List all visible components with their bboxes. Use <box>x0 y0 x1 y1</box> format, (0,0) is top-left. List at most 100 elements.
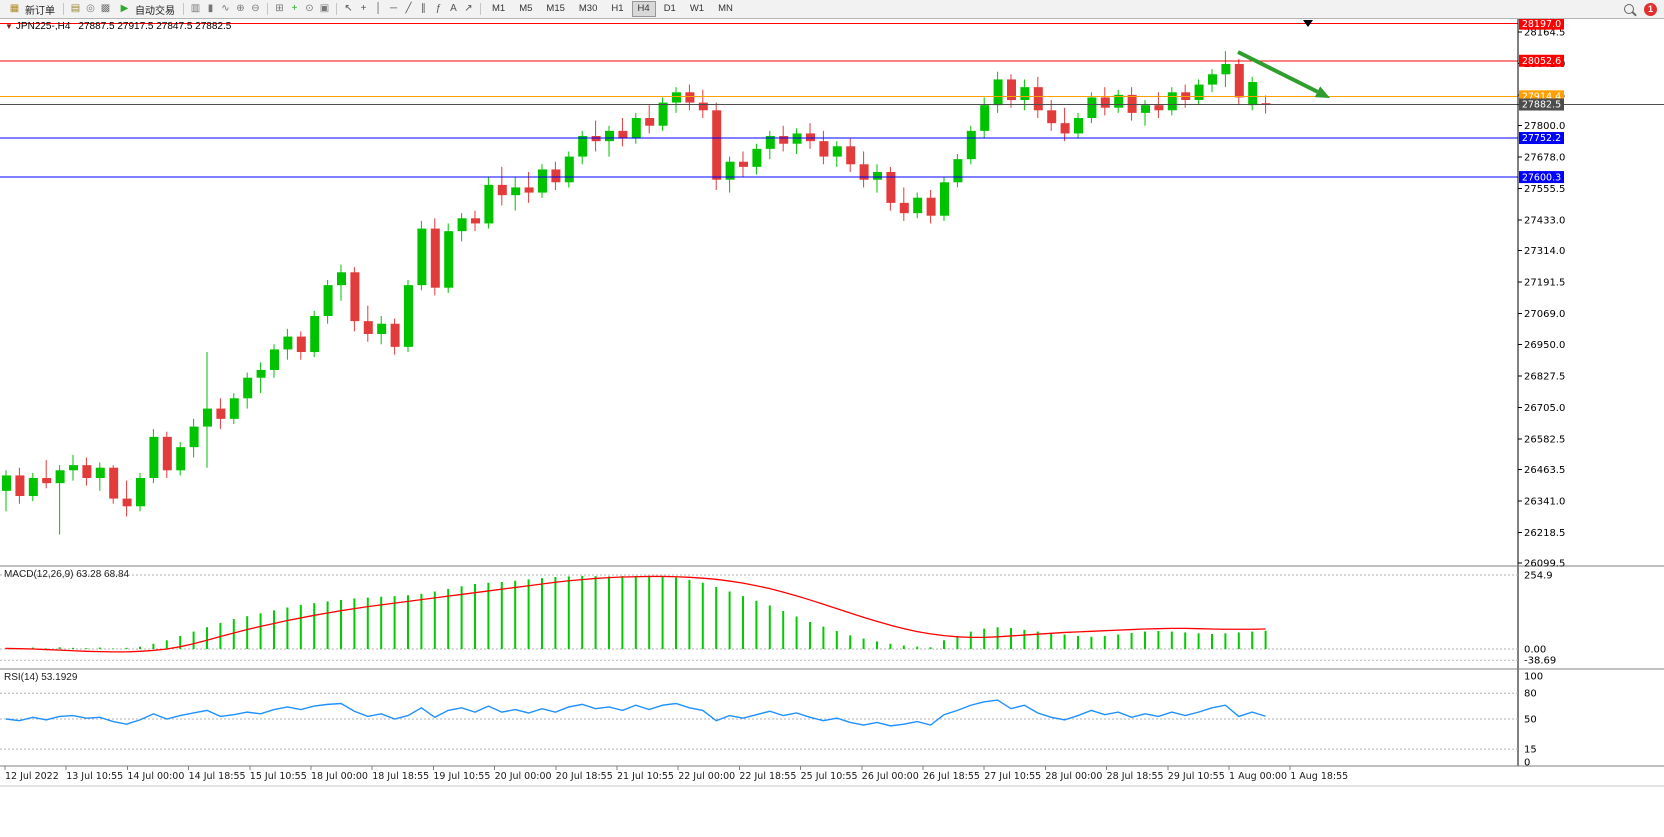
rsi-axis-label: 15 <box>1524 745 1537 756</box>
time-axis-label[interactable]: 25 Jul 10:55 <box>801 771 858 782</box>
crosshair-icon[interactable]: + <box>360 3 367 14</box>
timeframe-button-h1[interactable]: H1 <box>611 3 624 14</box>
candle-body <box>1221 64 1231 75</box>
horizontal-line-icon[interactable]: ─ <box>389 3 398 14</box>
time-axis-label[interactable]: 29 Jul 10:55 <box>1168 771 1225 782</box>
price-badge-label: 27882.5 <box>1522 100 1561 111</box>
chart-line-icon[interactable]: ∿ <box>221 3 230 14</box>
time-axis-label[interactable]: 18 Jul 00:00 <box>311 771 368 782</box>
arrows-icon[interactable]: ↗ <box>464 3 473 14</box>
time-axis-label[interactable]: 13 Jul 10:55 <box>66 771 123 782</box>
zoom-out-icon[interactable]: ⊖ <box>251 3 260 14</box>
price-tick-label[interactable]: 27678.0 <box>1524 153 1565 164</box>
time-axis-label[interactable]: 12 Jul 2022 <box>5 771 59 782</box>
fibonacci-icon[interactable]: ƒ <box>435 3 442 14</box>
price-tick-label[interactable]: 26218.5 <box>1524 528 1565 539</box>
time-axis-label[interactable]: 22 Jul 18:55 <box>739 771 796 782</box>
candle-body <box>779 136 789 144</box>
price-badge <box>1519 171 1564 184</box>
time-axis-label[interactable]: 14 Jul 18:55 <box>189 771 246 782</box>
tile-windows-icon[interactable]: ⊞ <box>275 3 284 14</box>
time-axis-label[interactable]: 1 Aug 18:55 <box>1290 771 1348 782</box>
chart-bars-icon[interactable]: ▥ <box>190 3 201 14</box>
template-icon[interactable]: ▣ <box>319 3 330 14</box>
macd-signal-line <box>5 575 1266 653</box>
time-axis-label[interactable]: 22 Jul 00:00 <box>678 771 735 782</box>
timeframe-button-mn[interactable]: MN <box>718 3 733 14</box>
price-tick-label[interactable]: 26099.5 <box>1524 558 1565 569</box>
chart-candles-icon[interactable]: ▮ <box>207 3 214 14</box>
price-tick-label[interactable]: 28164.5 <box>1524 28 1565 39</box>
toolbar-group-chart-types: ▥ ▮ ∿ <box>188 1 233 17</box>
trendline-icon[interactable]: ╱ <box>405 3 412 14</box>
time-axis-label[interactable]: 1 Aug 00:00 <box>1229 771 1287 782</box>
price-tick-label[interactable]: 27555.5 <box>1524 184 1565 195</box>
candle-body <box>1127 94 1137 113</box>
price-tick-label[interactable]: 26950.0 <box>1524 340 1565 351</box>
search-icon[interactable] <box>1624 4 1634 14</box>
channel-icon[interactable]: ∥ <box>421 3 426 14</box>
time-axis-label[interactable]: 14 Jul 00:00 <box>127 771 184 782</box>
candle-body <box>149 436 159 479</box>
text-icon[interactable]: A <box>450 3 457 14</box>
time-axis-label[interactable]: 15 Jul 10:55 <box>250 771 307 782</box>
candle-body <box>444 231 454 288</box>
timeframe-button-d1[interactable]: D1 <box>663 3 676 14</box>
price-tick-label[interactable]: 27314.0 <box>1524 246 1565 257</box>
periods-icon[interactable]: ⊙ <box>305 3 314 14</box>
rsi-axis-label: 0 <box>1524 758 1530 769</box>
scripts-icon[interactable]: ▩ <box>100 3 111 14</box>
time-axis-label[interactable]: 28 Jul 18:55 <box>1107 771 1164 782</box>
candle-body <box>698 102 708 111</box>
time-axis-label[interactable]: 28 Jul 00:00 <box>1045 771 1102 782</box>
one-click-trading-arrow-icon[interactable]: ▼ <box>5 22 13 31</box>
price-tick-label[interactable]: 27433.0 <box>1524 216 1565 227</box>
trend-arrow-annotation[interactable] <box>1237 50 1319 94</box>
alerts-icon[interactable]: ◎ <box>86 3 95 14</box>
price-tick-label[interactable]: 26463.5 <box>1524 465 1565 476</box>
time-axis-label[interactable]: 21 Jul 10:55 <box>617 771 674 782</box>
price-tick-label[interactable]: 27191.5 <box>1524 278 1565 289</box>
price-tick-label[interactable]: 26582.5 <box>1524 434 1565 445</box>
candle-body <box>1261 103 1271 105</box>
candle-body <box>109 467 119 499</box>
zoom-in-icon[interactable]: ⊕ <box>236 3 245 14</box>
time-axis-label[interactable]: 18 Jul 18:55 <box>372 771 429 782</box>
price-tick-label[interactable]: 26705.0 <box>1524 403 1565 414</box>
time-axis-label[interactable]: 20 Jul 00:00 <box>495 771 552 782</box>
notification-badge[interactable]: 1 <box>1644 2 1657 16</box>
timeframe-button-m30[interactable]: M30 <box>578 3 598 14</box>
autotrading-button[interactable]: ▶ 自动交易 <box>113 1 179 17</box>
market-watch-icon[interactable]: ▤ <box>70 3 81 14</box>
candle-body <box>605 130 614 142</box>
cursor-icon[interactable]: ↖ <box>344 3 353 14</box>
candle-body <box>42 478 52 484</box>
timeframe-button-m5[interactable]: M5 <box>519 3 533 14</box>
chart-shift-marker-icon[interactable] <box>1303 20 1313 27</box>
rsi-indicator-label: RSI(14) 53.1929 <box>4 672 78 683</box>
timeframe-button-m15[interactable]: M15 <box>546 3 565 14</box>
price-tick-label[interactable]: 27800.0 <box>1524 121 1565 132</box>
time-axis-label[interactable]: 20 Jul 18:55 <box>556 771 613 782</box>
time-axis-label[interactable]: 27 Jul 10:55 <box>984 771 1041 782</box>
vertical-line-icon[interactable]: │ <box>375 3 382 14</box>
time-axis-label[interactable]: 26 Jul 18:55 <box>923 771 980 782</box>
time-axis-label[interactable]: 26 Jul 00:00 <box>862 771 919 782</box>
price-tick-label[interactable]: 26827.5 <box>1524 371 1565 382</box>
candle-body <box>1100 97 1110 108</box>
timeframe-button-h4[interactable]: H4 <box>631 1 656 17</box>
price-tick-label[interactable]: 26341.0 <box>1524 496 1565 507</box>
new-order-button[interactable]: ▦ 新订单 <box>3 1 59 17</box>
timeframe-button-w1[interactable]: W1 <box>689 3 705 14</box>
candle-body <box>551 169 561 183</box>
candle-body <box>873 172 882 180</box>
time-axis-label[interactable]: 19 Jul 10:55 <box>433 771 490 782</box>
candle-body <box>1194 84 1204 101</box>
timeframe-button-m1[interactable]: M1 <box>492 3 506 14</box>
price-tick-label[interactable]: 27069.0 <box>1524 309 1565 320</box>
indicators-icon[interactable]: + <box>291 3 298 14</box>
candle-body <box>404 285 413 347</box>
price-badge-label: 27752.2 <box>1522 133 1561 144</box>
candle-body <box>350 272 360 322</box>
